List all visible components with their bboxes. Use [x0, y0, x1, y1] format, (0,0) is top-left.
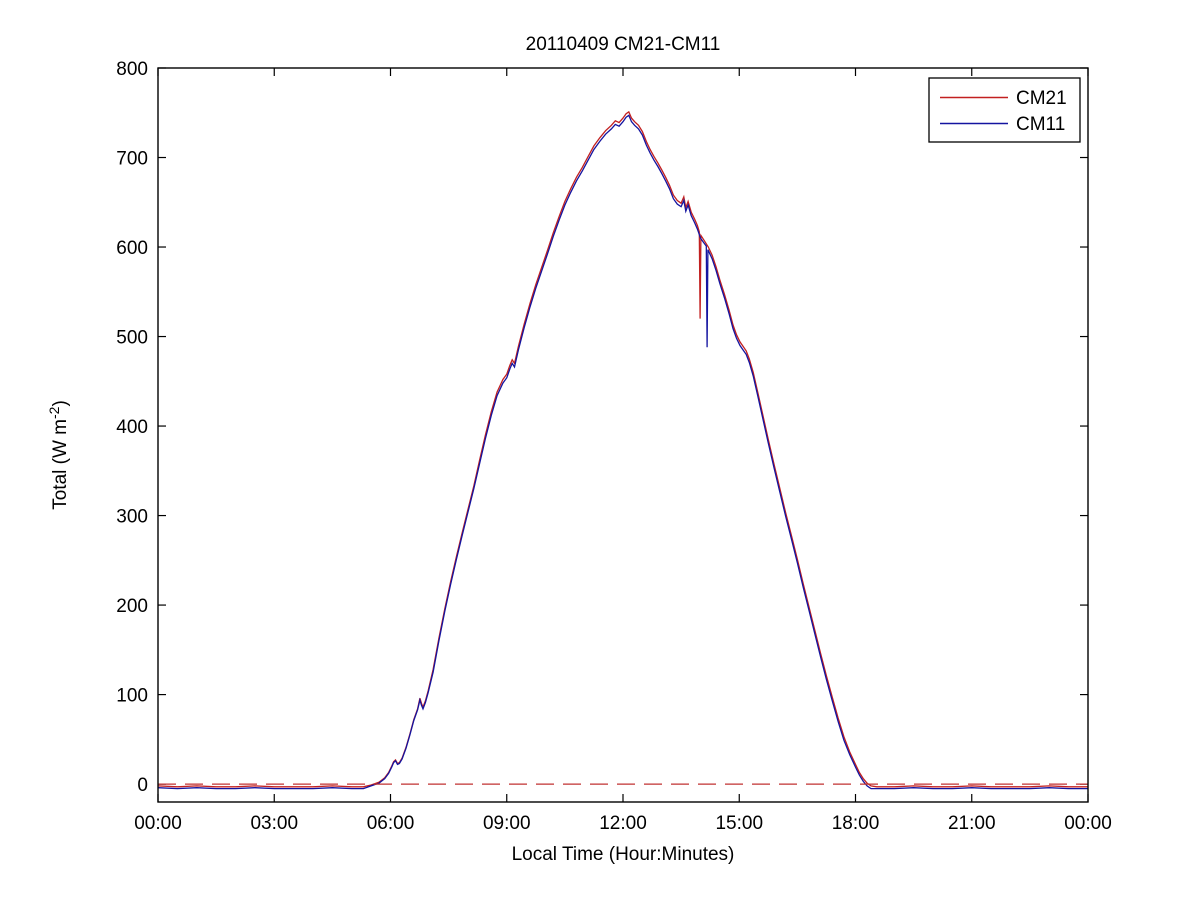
- y-axis-label: Total (W m-2): [46, 400, 71, 510]
- chart-title: 20110409 CM21-CM11: [526, 34, 721, 55]
- x-tick-label: 09:00: [483, 813, 531, 834]
- y-axis-label-superscript: -2: [46, 406, 62, 419]
- plot-border: [157, 67, 1089, 803]
- x-tick-label: 18:00: [832, 813, 880, 834]
- legend-border: [928, 77, 1081, 143]
- y-tick-label: 200: [116, 596, 148, 617]
- x-tick-label: 00:00: [134, 813, 182, 834]
- x-tick-label: 00:00: [1064, 813, 1112, 834]
- x-tick-label: 15:00: [715, 813, 763, 834]
- legend-box: CM21 CM11: [928, 77, 1081, 143]
- y-tick-label: 300: [116, 507, 148, 528]
- y-tick-label: 400: [116, 417, 148, 438]
- y-axis-label-close-paren: ): [50, 400, 71, 406]
- x-tick-label: 03:00: [250, 813, 298, 834]
- y-tick-label: 800: [116, 59, 148, 80]
- x-tick-label: 12:00: [599, 813, 647, 834]
- cm11-series-line: [157, 114, 1088, 790]
- y-tick-label: 0: [137, 775, 148, 796]
- x-tick-label: 06:00: [367, 813, 415, 834]
- y-tick-label: 600: [116, 238, 148, 259]
- legend-label-cm11: CM11: [1016, 114, 1065, 135]
- y-tick-label: 500: [116, 328, 148, 349]
- x-tick-label: 21:00: [948, 813, 996, 834]
- cm21-series-line: [157, 110, 1088, 788]
- axis-ticks: 00:00 03:00 06:00 09:00 12:00 15:00 18:00 21:00…: [116, 59, 1111, 834]
- y-axis-label-text: Total (W m: [50, 419, 71, 510]
- y-tick-label: 100: [116, 686, 148, 707]
- x-axis-label: Local Time (Hour:Minutes): [512, 844, 735, 865]
- y-tick-label: 700: [116, 149, 148, 170]
- legend-label-cm21: CM21: [1016, 88, 1067, 109]
